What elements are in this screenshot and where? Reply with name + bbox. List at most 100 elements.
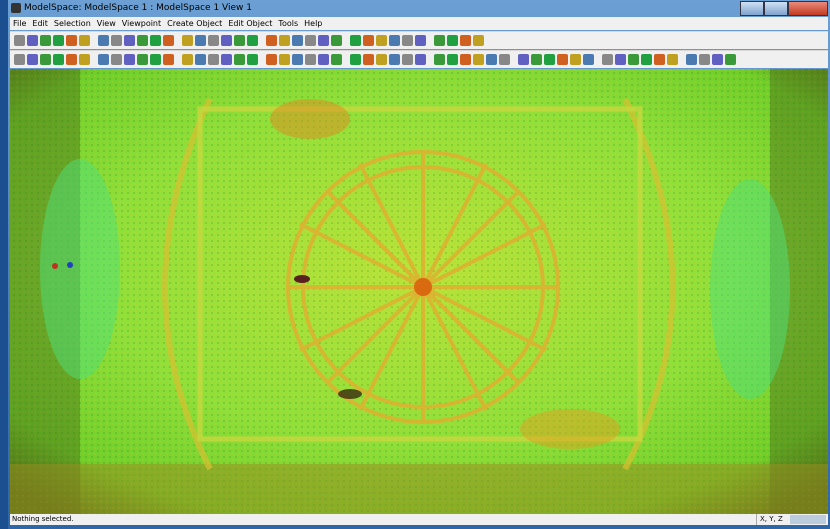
toolbar-button[interactable] [279, 35, 290, 46]
toolbar-button[interactable] [518, 54, 529, 65]
toolbar-button[interactable] [124, 54, 135, 65]
toolbar-button[interactable] [486, 54, 497, 65]
toolbar-button[interactable] [124, 35, 135, 46]
toolbar-button[interactable] [150, 35, 161, 46]
toolbar-button[interactable] [305, 35, 316, 46]
menu-item[interactable]: Viewpoint [121, 19, 162, 28]
toolbar-button[interactable] [667, 54, 678, 65]
toolbar-button[interactable] [447, 35, 458, 46]
toolbar-button[interactable] [641, 54, 652, 65]
toolbar-button[interactable] [389, 35, 400, 46]
toolbar-button[interactable] [712, 54, 723, 65]
toolbar-button[interactable] [331, 54, 342, 65]
viewport[interactable] [10, 69, 828, 514]
toolbar-button[interactable] [79, 35, 90, 46]
app-icon [11, 3, 21, 13]
toolbar-button[interactable] [137, 54, 148, 65]
toolbar-button[interactable] [531, 54, 542, 65]
menu-item[interactable]: File [13, 19, 27, 28]
toolbar-button[interactable] [570, 54, 581, 65]
menu-item[interactable]: Edit [32, 19, 48, 28]
toolbar-button[interactable] [460, 54, 471, 65]
toolbar-button[interactable] [195, 35, 206, 46]
toolbar-button[interactable] [350, 54, 361, 65]
toolbar-button[interactable] [331, 35, 342, 46]
minimize-button[interactable] [740, 1, 764, 16]
toolbar-button[interactable] [350, 35, 361, 46]
toolbar-button[interactable] [182, 54, 193, 65]
toolbar-button[interactable] [234, 35, 245, 46]
toolbar-button[interactable] [208, 35, 219, 46]
toolbar-button[interactable] [389, 54, 400, 65]
toolbar-button[interactable] [725, 54, 736, 65]
toolbar-button[interactable] [305, 54, 316, 65]
toolbar-button[interactable] [318, 54, 329, 65]
menu-item[interactable]: Edit Object [228, 19, 273, 28]
toolbar-button[interactable] [583, 54, 594, 65]
toolbar-button[interactable] [182, 35, 193, 46]
toolbar-button[interactable] [163, 54, 174, 65]
toolbar-button[interactable] [53, 54, 64, 65]
toolbar-button[interactable] [363, 35, 374, 46]
toolbar-button[interactable] [195, 54, 206, 65]
toolbar-button[interactable] [460, 35, 471, 46]
toolbar-button[interactable] [266, 35, 277, 46]
toolbar-button[interactable] [292, 54, 303, 65]
toolbar-button[interactable] [266, 54, 277, 65]
toolbar-button[interactable] [499, 54, 510, 65]
toolbar-button[interactable] [473, 35, 484, 46]
toolbar-button[interactable] [111, 35, 122, 46]
toolbar-button[interactable] [473, 54, 484, 65]
toolbar-button[interactable] [415, 54, 426, 65]
toolbar-button[interactable] [79, 54, 90, 65]
toolbar-button[interactable] [221, 54, 232, 65]
toolbar-button[interactable] [279, 54, 290, 65]
toolbar-button[interactable] [602, 54, 613, 65]
toolbar-button[interactable] [363, 54, 374, 65]
toolbar-button[interactable] [208, 54, 219, 65]
menu-item[interactable]: Tools [278, 19, 299, 28]
toolbar-button[interactable] [111, 54, 122, 65]
toolbar-button[interactable] [292, 35, 303, 46]
toolbar-button[interactable] [247, 35, 258, 46]
toolbar-button[interactable] [221, 35, 232, 46]
toolbar-button[interactable] [27, 35, 38, 46]
menu-item[interactable]: Create Object [167, 19, 223, 28]
toolbar-button[interactable] [434, 35, 445, 46]
toolbar-button[interactable] [318, 35, 329, 46]
toolbar-button[interactable] [137, 35, 148, 46]
toolbar-button[interactable] [27, 54, 38, 65]
toolbar-button[interactable] [98, 54, 109, 65]
toolbar-button[interactable] [654, 54, 665, 65]
toolbar-button[interactable] [234, 54, 245, 65]
toolbar-button[interactable] [557, 54, 568, 65]
toolbar-button[interactable] [699, 54, 710, 65]
maximize-button[interactable] [764, 1, 788, 16]
toolbar-button[interactable] [628, 54, 639, 65]
toolbar-button[interactable] [615, 54, 626, 65]
toolbar-button[interactable] [415, 35, 426, 46]
menu-item[interactable]: Selection [53, 19, 91, 28]
toolbar-button[interactable] [402, 54, 413, 65]
toolbar-button[interactable] [434, 54, 445, 65]
toolbar-button[interactable] [66, 54, 77, 65]
toolbar-button[interactable] [150, 54, 161, 65]
toolbar-button[interactable] [163, 35, 174, 46]
toolbar-button[interactable] [376, 54, 387, 65]
close-button[interactable] [788, 1, 828, 16]
toolbar-button[interactable] [40, 54, 51, 65]
toolbar-button[interactable] [376, 35, 387, 46]
toolbar-button[interactable] [53, 35, 64, 46]
toolbar-button[interactable] [402, 35, 413, 46]
toolbar-button[interactable] [14, 54, 25, 65]
toolbar-button[interactable] [98, 35, 109, 46]
toolbar-button[interactable] [40, 35, 51, 46]
toolbar-button[interactable] [14, 35, 25, 46]
menu-item[interactable]: View [96, 19, 116, 28]
toolbar-button[interactable] [247, 54, 258, 65]
toolbar-button[interactable] [686, 54, 697, 65]
toolbar-button[interactable] [447, 54, 458, 65]
toolbar-button[interactable] [66, 35, 77, 46]
toolbar-button[interactable] [544, 54, 555, 65]
menu-item[interactable]: Help [304, 19, 323, 28]
